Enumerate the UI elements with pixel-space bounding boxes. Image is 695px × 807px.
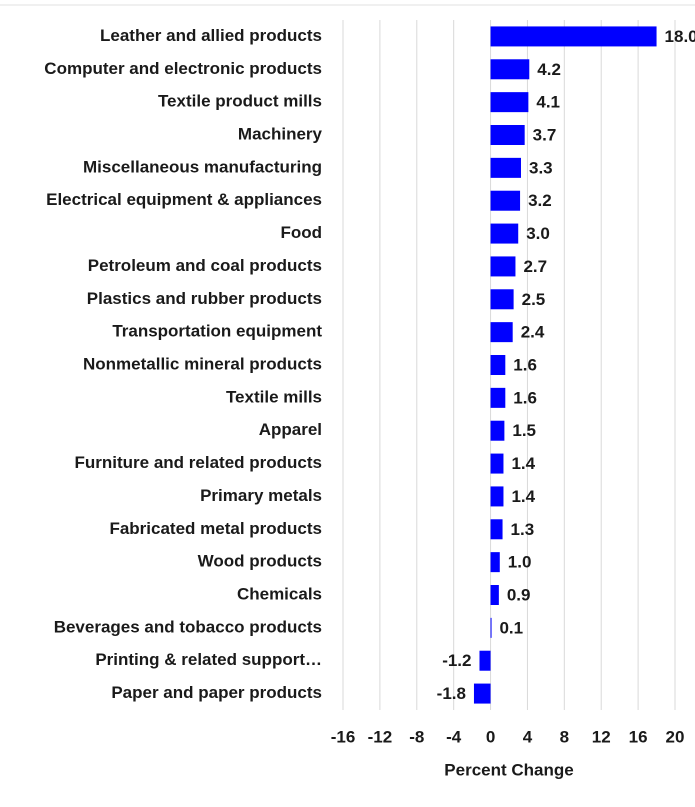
bar bbox=[490, 453, 504, 474]
value-label: 1.6 bbox=[513, 355, 537, 374]
x-tick-label: -16 bbox=[331, 727, 356, 746]
bar bbox=[479, 650, 491, 671]
value-label: 3.2 bbox=[528, 191, 552, 210]
y-tick-label: Miscellaneous manufacturing bbox=[83, 157, 322, 176]
value-label: 2.5 bbox=[522, 290, 546, 309]
y-tick-label: Apparel bbox=[259, 420, 322, 439]
value-label: 3.7 bbox=[533, 125, 557, 144]
value-label: 1.6 bbox=[513, 388, 537, 407]
bar bbox=[490, 92, 529, 113]
x-tick-label: 8 bbox=[560, 727, 569, 746]
x-tick-label: 16 bbox=[629, 727, 648, 746]
y-tick-label: Beverages and tobacco products bbox=[54, 617, 322, 636]
y-tick-label: Furniture and related products bbox=[75, 453, 322, 472]
value-label: -1.8 bbox=[437, 684, 466, 703]
bar bbox=[473, 683, 491, 704]
y-tick-label: Chemicals bbox=[237, 584, 322, 603]
value-label: 1.3 bbox=[511, 520, 535, 539]
bar bbox=[490, 617, 492, 638]
bar bbox=[490, 190, 521, 211]
value-label: 2.4 bbox=[521, 323, 545, 342]
value-label: 4.1 bbox=[536, 93, 560, 112]
value-label: 1.5 bbox=[512, 421, 536, 440]
y-tick-label: Machinery bbox=[238, 124, 323, 143]
y-tick-label: Electrical equipment & appliances bbox=[46, 190, 322, 209]
y-tick-label: Petroleum and coal products bbox=[88, 256, 322, 275]
value-label: 3.3 bbox=[529, 158, 553, 177]
bar bbox=[490, 59, 530, 80]
value-label: 2.7 bbox=[523, 257, 547, 276]
y-tick-label: Transportation equipment bbox=[112, 322, 322, 341]
bar bbox=[490, 486, 504, 507]
bar bbox=[490, 157, 521, 178]
x-axis-title: Percent Change bbox=[444, 760, 573, 779]
value-label: -1.2 bbox=[442, 651, 471, 670]
y-tick-label: Fabricated metal products bbox=[109, 519, 322, 538]
value-label: 1.4 bbox=[511, 454, 535, 473]
bar bbox=[490, 387, 506, 408]
bar bbox=[490, 322, 513, 343]
bar bbox=[490, 552, 500, 573]
x-tick-label: -4 bbox=[446, 727, 462, 746]
bar bbox=[490, 585, 499, 605]
x-tick-label: 12 bbox=[592, 727, 611, 746]
bar bbox=[490, 26, 657, 47]
y-tick-label: Textile mills bbox=[226, 387, 322, 406]
y-tick-label: Food bbox=[280, 223, 322, 242]
value-label: 1.4 bbox=[511, 487, 535, 506]
y-tick-label: Paper and paper products bbox=[111, 683, 322, 702]
y-tick-label: Primary metals bbox=[200, 486, 322, 505]
value-label: 0.1 bbox=[499, 618, 523, 637]
value-label: 1.0 bbox=[508, 553, 532, 572]
x-tick-label: 4 bbox=[523, 727, 533, 746]
value-label: 3.0 bbox=[526, 224, 550, 243]
value-label: 18.0 bbox=[665, 27, 695, 46]
y-tick-label: Plastics and rubber products bbox=[87, 289, 322, 308]
bar bbox=[490, 289, 514, 310]
x-tick-label: 20 bbox=[666, 727, 685, 746]
value-label: 0.9 bbox=[507, 585, 531, 604]
x-tick-label: -12 bbox=[368, 727, 393, 746]
bar bbox=[490, 420, 505, 441]
value-label: 4.2 bbox=[537, 60, 561, 79]
y-tick-label: Printing & related support… bbox=[95, 650, 322, 669]
bar bbox=[490, 125, 525, 145]
x-tick-label: 0 bbox=[486, 727, 495, 746]
bar bbox=[490, 223, 519, 244]
y-tick-label: Textile product mills bbox=[158, 92, 322, 111]
bar bbox=[490, 355, 506, 375]
y-tick-label: Leather and allied products bbox=[100, 26, 322, 45]
y-tick-label: Wood products bbox=[198, 552, 322, 571]
x-tick-label: -8 bbox=[409, 727, 424, 746]
y-tick-label: Nonmetallic mineral products bbox=[83, 354, 322, 373]
bar bbox=[490, 256, 516, 277]
bar bbox=[490, 519, 503, 540]
y-tick-label: Computer and electronic products bbox=[44, 59, 322, 78]
